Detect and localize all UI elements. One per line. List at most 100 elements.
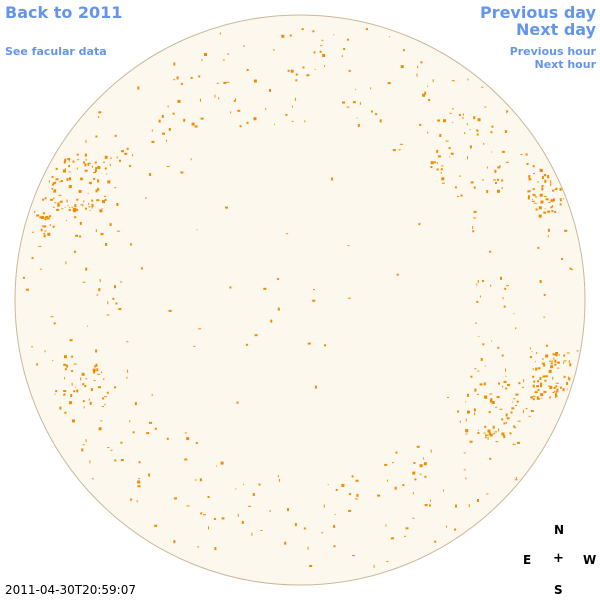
field-speckle (38, 245, 42, 247)
field-speckle (479, 383, 483, 386)
next-hour-link[interactable]: Next hour (534, 58, 597, 71)
field-speckle (101, 371, 103, 374)
field-speckle (555, 396, 557, 399)
field-speckle (126, 376, 128, 379)
field-speckle (550, 362, 553, 365)
field-speckle (505, 161, 509, 163)
field-speckle (533, 173, 535, 175)
back-to-year-link[interactable]: Back to 2011 (5, 3, 123, 22)
field-speckle (64, 355, 67, 359)
field-speckle (557, 361, 560, 364)
field-speckle (87, 163, 89, 166)
field-speckle (464, 132, 466, 135)
field-speckle (473, 186, 476, 189)
field-speckle (490, 131, 493, 134)
field-speckle (129, 420, 131, 423)
field-speckle (81, 372, 85, 376)
field-speckle (379, 119, 382, 123)
field-speckle (503, 305, 506, 308)
field-speckle (506, 417, 510, 420)
field-speckle (59, 181, 62, 183)
field-speckle (335, 488, 338, 491)
field-speckle (98, 111, 102, 114)
field-speckle (173, 62, 176, 66)
field-speckle (489, 250, 492, 253)
field-speckle (277, 475, 279, 478)
field-speckle (494, 169, 497, 173)
previous-hour-link[interactable]: Previous hour (509, 45, 596, 58)
field-speckle (145, 197, 147, 199)
field-speckle (501, 432, 505, 436)
field-speckle (474, 368, 477, 370)
field-speckle (120, 441, 123, 444)
field-speckle (495, 441, 499, 443)
field-speckle (551, 210, 554, 213)
field-speckle (544, 208, 546, 210)
field-speckle (483, 432, 486, 434)
field-speckle (554, 363, 557, 366)
field-speckle (186, 505, 190, 507)
field-speckle (75, 234, 79, 237)
field-speckle (567, 376, 569, 379)
field-speckle (82, 444, 85, 446)
field-speckle (462, 117, 464, 120)
field-speckle (419, 464, 423, 468)
field-speckle (554, 189, 558, 191)
field-speckle (536, 351, 538, 354)
field-speckle (553, 386, 556, 389)
field-speckle (548, 371, 551, 373)
field-speckle (478, 335, 480, 337)
field-speckle (69, 177, 71, 181)
field-speckle (87, 325, 88, 327)
field-speckle (347, 245, 350, 247)
field-speckle (68, 159, 70, 162)
field-speckle (73, 209, 77, 213)
field-speckle (550, 206, 553, 209)
previous-day-link[interactable]: Previous day (479, 3, 596, 22)
field-speckle (559, 198, 562, 200)
next-day-link[interactable]: Next day (516, 20, 596, 39)
field-speckle (321, 39, 324, 41)
field-speckle (278, 478, 280, 482)
field-speckle (85, 207, 87, 210)
field-speckle (491, 151, 493, 153)
field-speckle (184, 432, 187, 434)
field-speckle (49, 215, 52, 218)
field-speckle (514, 479, 518, 481)
field-speckle (51, 175, 54, 178)
field-speckle (82, 400, 85, 403)
field-speckle (95, 135, 98, 138)
field-speckle (355, 479, 359, 482)
field-speckle (543, 173, 546, 176)
field-speckle (477, 370, 480, 372)
field-speckle (539, 377, 542, 380)
field-speckle (543, 196, 547, 197)
field-speckle (539, 280, 542, 283)
field-speckle (490, 398, 493, 402)
field-speckle (69, 339, 73, 342)
field-speckle (114, 187, 117, 189)
field-speckle (505, 368, 506, 372)
field-speckle (98, 427, 102, 431)
field-speckle (436, 149, 439, 153)
field-speckle (503, 435, 506, 438)
field-speckle (477, 118, 481, 122)
field-speckle (441, 177, 445, 181)
field-speckle (105, 243, 108, 246)
field-speckle (540, 393, 544, 397)
field-speckle (44, 197, 47, 200)
field-speckle (548, 369, 552, 373)
field-speckle (243, 483, 244, 485)
field-speckle (413, 462, 416, 464)
see-facular-data-link[interactable]: See facular data (5, 45, 107, 58)
field-speckle (166, 437, 169, 440)
field-speckle (513, 313, 515, 315)
field-speckle (92, 368, 96, 372)
field-speckle (564, 229, 568, 232)
field-speckle (531, 200, 535, 202)
field-speckle (75, 208, 79, 211)
field-speckle (515, 404, 517, 406)
field-speckle (84, 153, 87, 157)
field-speckle (68, 209, 71, 211)
field-speckle (548, 202, 551, 203)
